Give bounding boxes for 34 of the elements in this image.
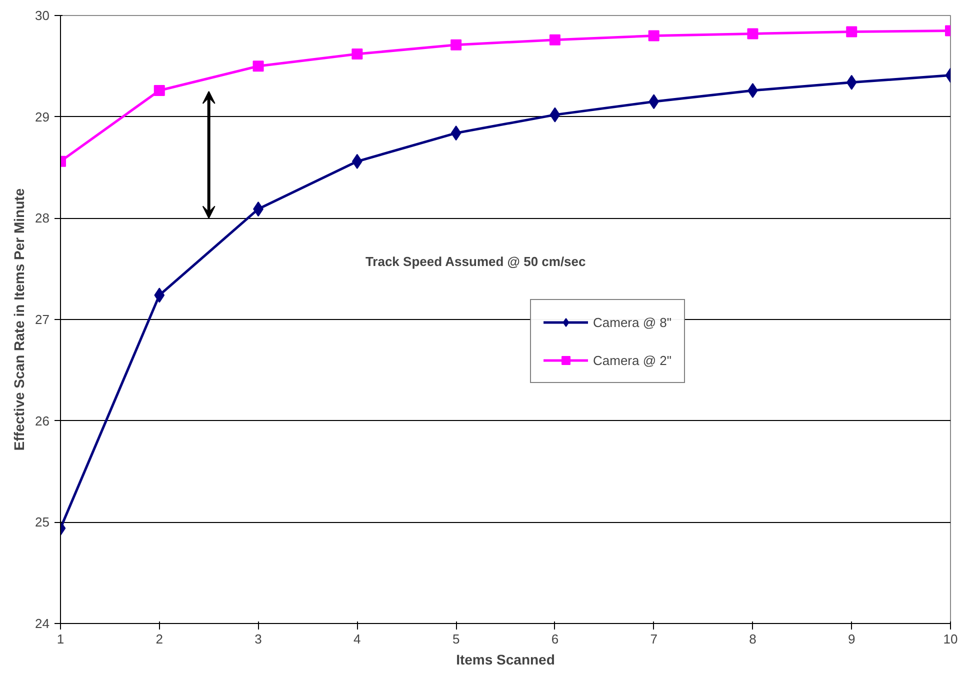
- x-tick-label: 6: [551, 632, 559, 646]
- x-axis-title: Items Scanned: [456, 652, 555, 668]
- point: [846, 74, 857, 90]
- y-tick-label: 26: [35, 413, 50, 428]
- x-tick-label: 7: [650, 632, 658, 646]
- point: [252, 60, 264, 72]
- point: [550, 107, 560, 122]
- point: [450, 126, 462, 141]
- x-tick-label: 3: [254, 632, 262, 646]
- x-tick-label: 10: [943, 632, 958, 646]
- annotation: Track Speed Assumed @ 50 cm/sec: [365, 254, 586, 269]
- x-tick-label: 2: [156, 632, 164, 646]
- y-tick-label: 30: [35, 8, 50, 23]
- point: [154, 288, 165, 303]
- legend-label: Camera @ 2": [593, 352, 672, 368]
- y-axis-title: Effective Scan Rate in Items Per Minute: [11, 188, 28, 451]
- x-tick-label: 8: [749, 632, 756, 646]
- point: [450, 39, 462, 50]
- y-tick-label: 29: [35, 109, 50, 124]
- x-tick-label: 9: [848, 632, 856, 646]
- x-tick-label: 5: [452, 632, 460, 646]
- point: [747, 28, 758, 40]
- point: [846, 26, 858, 38]
- x-tick-label: 1: [56, 632, 64, 646]
- y-tick-label: 24: [35, 616, 50, 631]
- y-tick-label: 28: [35, 210, 50, 226]
- legend-label: Camera @ 8": [593, 314, 672, 330]
- point: [549, 34, 560, 46]
- y-tick-label: 25: [35, 514, 50, 530]
- point: [352, 48, 363, 60]
- point: [648, 30, 660, 42]
- x-tick-label: 4: [354, 632, 361, 646]
- y-tick-label: 27: [35, 312, 50, 327]
- point: [154, 84, 165, 96]
